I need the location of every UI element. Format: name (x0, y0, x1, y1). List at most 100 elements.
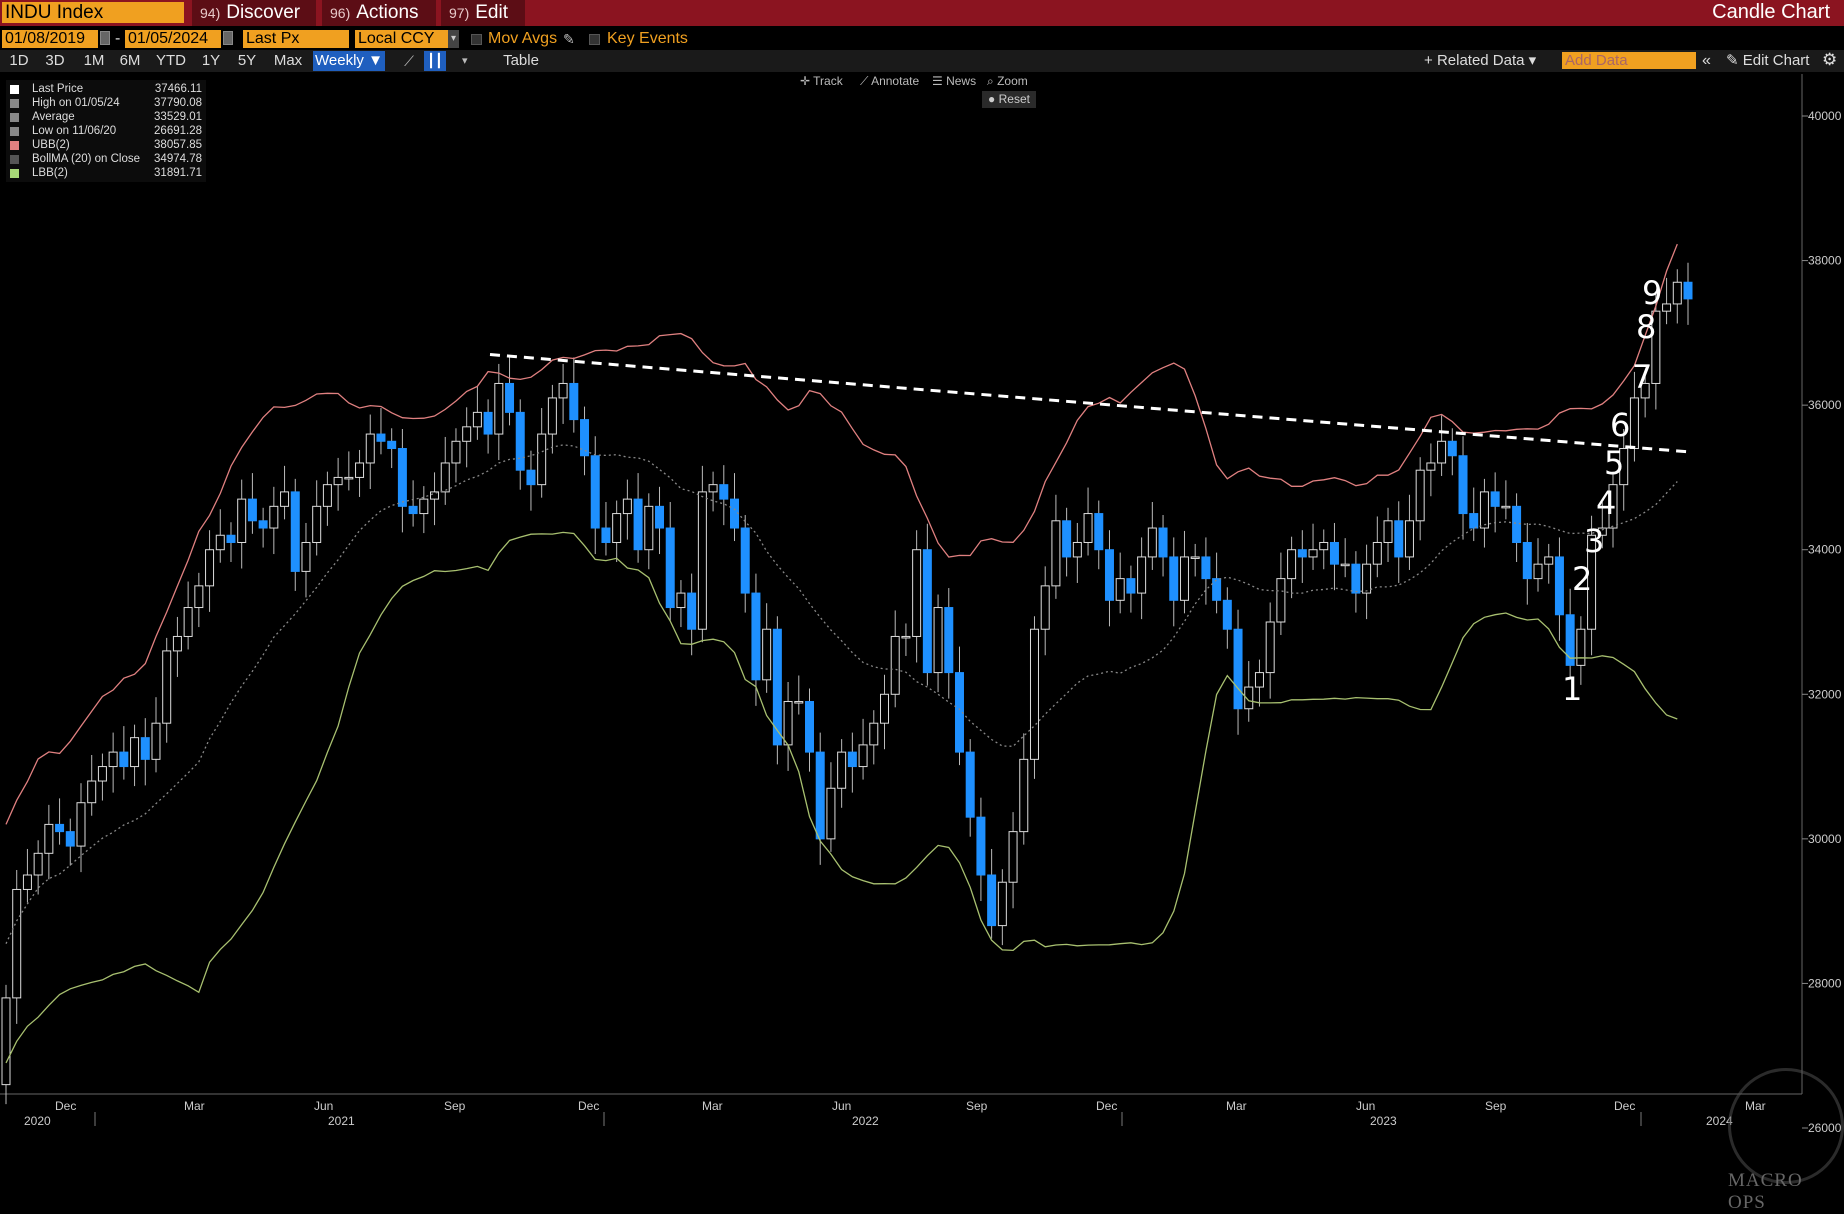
legend-item: UBB(2) 38057.85 (6, 138, 206, 152)
candle-body (569, 382, 579, 421)
news-tool[interactable]: ☰ News (932, 74, 977, 88)
candle-body (644, 505, 654, 551)
period-1y[interactable]: 1Y (201, 52, 221, 69)
start-date-input[interactable]: 01/08/2019 (2, 30, 98, 48)
candle-body (1062, 520, 1072, 558)
period-6m[interactable]: 6M (119, 52, 141, 69)
zoom-tool[interactable]: ⌕ Zoom (987, 74, 1028, 88)
candle-body (730, 498, 740, 529)
legend-item: BollMA (20) on Close 34974.78 (6, 152, 206, 166)
candle-body (1019, 758, 1029, 833)
mov-avgs-label[interactable]: Mov Avgs (488, 30, 558, 47)
candle-body (108, 751, 118, 768)
candle-body (976, 816, 986, 876)
legend-item: Low on 11/06/20 26691.28 (6, 124, 206, 138)
edit-chart-button[interactable]: ✎ Edit Chart (1726, 52, 1810, 69)
candle-body (1104, 549, 1114, 601)
candle-body (355, 462, 365, 478)
candle-body (76, 802, 86, 847)
candle-body (151, 722, 161, 760)
candle-body (312, 505, 322, 543)
legend-value: 38057.85 (154, 139, 202, 151)
candle-body (547, 397, 557, 435)
candle-body (965, 751, 975, 818)
legend-swatch (10, 127, 19, 136)
candle-body (87, 780, 97, 804)
annotate-tool[interactable]: ⟋ Annotate (860, 74, 920, 88)
add-data-input[interactable]: Add Data (1562, 52, 1696, 69)
line-chart-icon[interactable]: ⟋ (404, 53, 414, 69)
end-date-input[interactable]: 01/05/2024 (125, 30, 221, 48)
candle-body (1662, 303, 1672, 312)
legend-swatch (10, 141, 19, 150)
candle-body (376, 433, 386, 442)
candle-body (1254, 672, 1264, 688)
candle-body (1276, 578, 1286, 623)
collapse-icon[interactable]: « (1702, 52, 1711, 69)
candle-body (1040, 585, 1050, 630)
period-1m[interactable]: 1M (83, 52, 105, 69)
chevron-down-icon[interactable]: ▾ (462, 55, 468, 67)
discover-menu[interactable]: 94)Discover ▾ (192, 0, 316, 49)
candle-body (1587, 534, 1597, 630)
legend-value: 33529.01 (154, 111, 202, 123)
candle-body (247, 498, 257, 522)
candle-body (183, 607, 193, 637)
frequency-select[interactable]: Weekly ▼ (313, 51, 385, 71)
mov-avgs-checkbox[interactable] (471, 34, 482, 45)
candle-body (912, 549, 922, 637)
candle-body (933, 607, 943, 674)
chart-legend: Last Price 37466.11 High on 01/05/24 37790.… (6, 80, 206, 182)
date-separator: - (115, 30, 121, 47)
key-events-label[interactable]: Key Events (607, 30, 688, 47)
period-ytd[interactable]: YTD (156, 52, 186, 69)
period-1d[interactable]: 1D (9, 52, 29, 69)
edit-menu[interactable]: 97)Edit ▾ (441, 0, 525, 49)
upper-bollinger-band (5, 243, 1678, 825)
table-button[interactable]: Table (503, 52, 539, 69)
chart-toolbar (0, 50, 1844, 72)
legend-swatch (10, 169, 19, 178)
pencil-icon[interactable]: ✎ (563, 31, 575, 47)
candle-chart[interactable]: 2600028000300003200034000360003800040000… (0, 74, 1844, 1200)
candle-body (1319, 541, 1329, 551)
candle-body (537, 433, 547, 486)
candle-body (1147, 527, 1157, 558)
x-year-label: 2024 (1706, 1114, 1733, 1128)
candle-body (1072, 541, 1082, 558)
ticker-input[interactable]: INDU Index (2, 2, 184, 23)
candle-body (1683, 281, 1693, 300)
chart-type-title: Candle Chart (1712, 1, 1830, 23)
period-3d[interactable]: 3D (45, 52, 65, 69)
candle-body (33, 852, 43, 876)
candle-body (655, 505, 665, 529)
candle-body (1490, 491, 1500, 507)
period-5y[interactable]: 5Y (237, 52, 257, 69)
y-tick-label: 32000 (1808, 687, 1842, 701)
candle-body (1115, 578, 1125, 601)
chevron-down-icon[interactable]: ▾ (448, 30, 459, 48)
watermark-text: MACRO OPS (1728, 1170, 1803, 1213)
candle-body (1351, 563, 1361, 594)
legend-name: Average (32, 111, 75, 123)
actions-menu[interactable]: 96)Actions ▾ (322, 0, 436, 49)
related-data-button[interactable]: + Related Data ▾ (1424, 52, 1537, 69)
candle-body (65, 831, 75, 847)
field-select[interactable]: Last Px (243, 30, 349, 48)
gear-icon[interactable]: ⚙ (1822, 50, 1838, 69)
lower-bollinger-band (5, 531, 1678, 1064)
key-events-checkbox[interactable] (589, 34, 600, 45)
legend-swatch (10, 85, 19, 94)
candle-body (783, 701, 793, 746)
candle-chart-icon[interactable]: ┃┃ (424, 51, 446, 71)
calendar-icon[interactable] (223, 31, 233, 45)
candle-body (1340, 563, 1350, 567)
period-max[interactable]: Max (273, 52, 303, 69)
legend-value: 37790.08 (154, 97, 202, 109)
reset-button[interactable]: ● Reset (982, 91, 1036, 108)
calendar-icon[interactable] (100, 31, 110, 45)
track-tool[interactable]: ✛ Track (800, 74, 843, 88)
news-icon: ☰ (932, 74, 947, 88)
currency-select[interactable]: Local CCY (355, 30, 453, 48)
legend-value: 34974.78 (154, 153, 202, 165)
